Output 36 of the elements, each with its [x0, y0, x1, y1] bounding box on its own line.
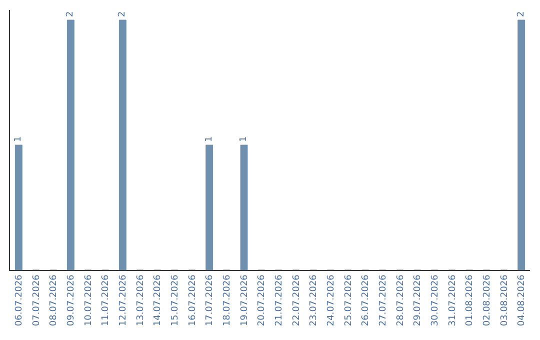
- x-tick-label: 20.07.2026: [257, 274, 268, 326]
- x-tick-label: 08.07.2026: [49, 274, 60, 326]
- x-tick-label: 27.07.2026: [378, 274, 389, 326]
- x-tick-label: 16.07.2026: [188, 274, 198, 326]
- x-tick-label: 29.07.2026: [413, 274, 424, 326]
- x-tick-label: 01.08.2026: [465, 274, 476, 326]
- x-tick-label: 31.07.2026: [448, 274, 458, 326]
- x-tick-label: 30.07.2026: [430, 274, 441, 326]
- data-label: 2: [516, 11, 526, 17]
- x-tick-label: 18.07.2026: [222, 274, 233, 326]
- x-tick-label: 04.08.2026: [517, 274, 528, 326]
- data-label: 2: [66, 11, 76, 17]
- x-tick-label: 22.07.2026: [292, 274, 302, 326]
- data-label: 2: [118, 11, 128, 17]
- x-tick-label: 19.07.2026: [240, 274, 250, 326]
- x-tick-label: 09.07.2026: [66, 274, 77, 326]
- x-tick-label: 25.07.2026: [344, 274, 354, 326]
- x-tick-label: 26.07.2026: [361, 274, 372, 326]
- x-tick-label: 02.08.2026: [482, 274, 493, 326]
- x-tick-label: 28.07.2026: [396, 274, 406, 326]
- data-label: 1: [239, 136, 249, 142]
- x-tick-label: 13.07.2026: [136, 274, 146, 326]
- x-tick-label: 11.07.2026: [101, 274, 112, 326]
- x-tick-label: 21.07.2026: [274, 274, 285, 326]
- data-label: 1: [204, 136, 214, 142]
- data-label: 1: [14, 136, 24, 142]
- x-tick-label: 06.07.2026: [14, 274, 25, 326]
- x-tick-label: 10.07.2026: [84, 274, 94, 326]
- x-tick-label: 12.07.2026: [118, 274, 129, 326]
- x-tick-label: 14.07.2026: [153, 274, 164, 326]
- x-tick-label: 23.07.2026: [309, 274, 320, 326]
- x-tick-label: 03.08.2026: [500, 274, 510, 326]
- x-tick-label: 17.07.2026: [205, 274, 216, 326]
- x-tick-label: 07.07.2026: [32, 274, 42, 326]
- x-tick-label: 24.07.2026: [326, 274, 337, 326]
- x-tick-label: 15.07.2026: [170, 274, 181, 326]
